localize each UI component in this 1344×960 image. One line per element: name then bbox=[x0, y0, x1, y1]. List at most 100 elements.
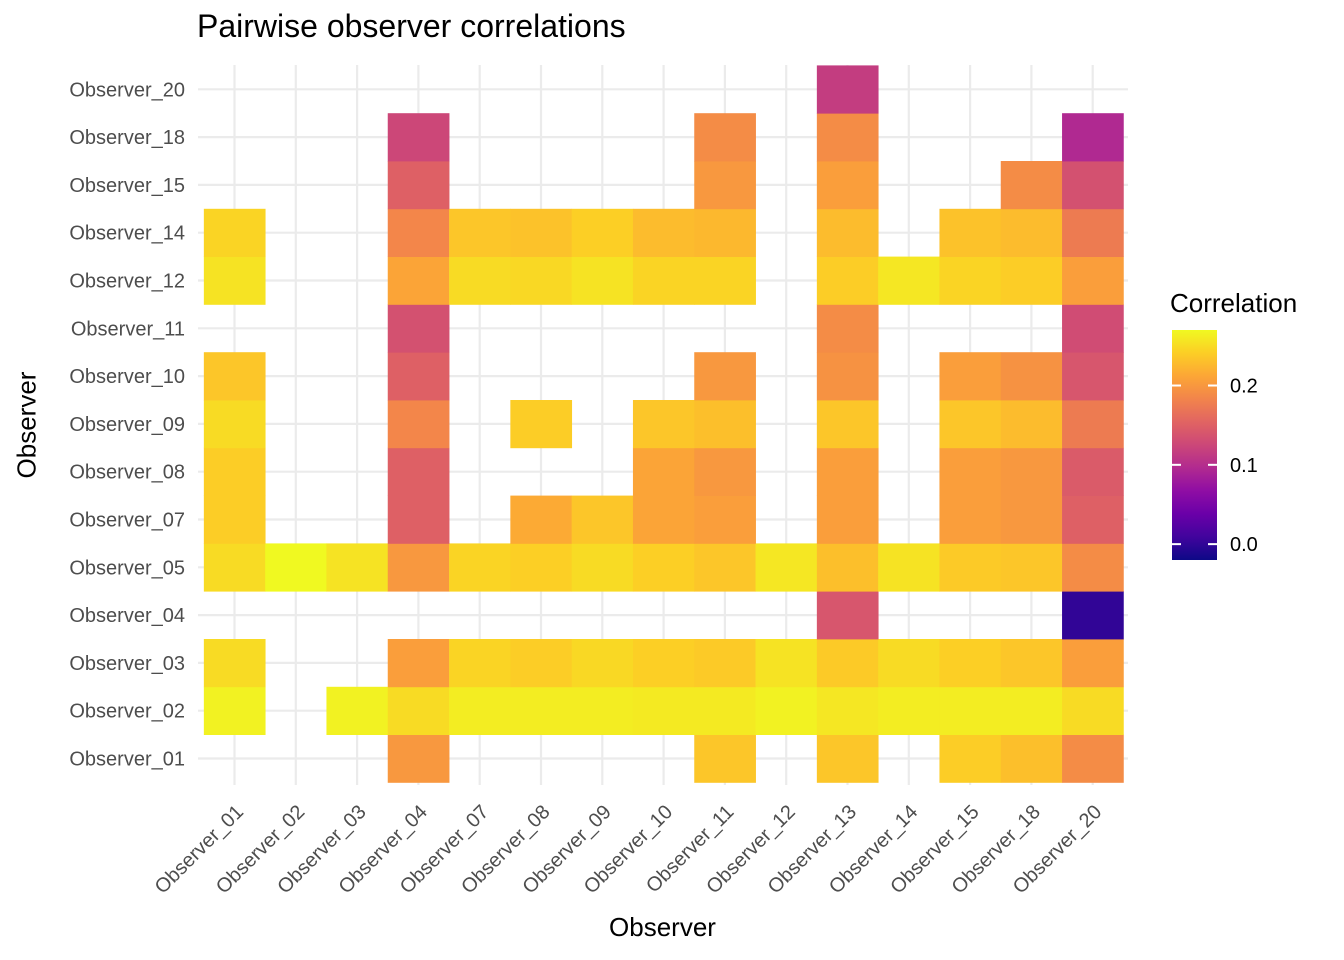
heatmap-cell bbox=[939, 400, 1002, 449]
heatmap-cell bbox=[203, 639, 266, 688]
heatmap-cell bbox=[1000, 686, 1063, 735]
heatmap-cell bbox=[1062, 256, 1124, 305]
heatmap-cell bbox=[632, 400, 695, 449]
heatmap-cell bbox=[939, 208, 1002, 257]
heatmap-cell bbox=[1062, 495, 1124, 544]
heatmap-cell bbox=[816, 113, 879, 162]
heatmap-cell bbox=[203, 256, 266, 305]
x-axis-title: Observer bbox=[609, 912, 716, 942]
heatmap-cell bbox=[632, 639, 695, 688]
y-tick-label: Observer_14 bbox=[69, 223, 185, 245]
legend-tick-label: 0.1 bbox=[1230, 455, 1258, 477]
heatmap-cell bbox=[694, 734, 756, 783]
y-tick-label: Observer_08 bbox=[69, 462, 185, 484]
heatmap-cell bbox=[203, 400, 266, 449]
heatmap-cell bbox=[632, 495, 695, 544]
x-tick-labels: Observer_01Observer_02Observer_03Observe… bbox=[151, 801, 1107, 898]
heatmap-cell bbox=[939, 256, 1002, 305]
heatmap-cell bbox=[203, 495, 266, 544]
heatmap-cell bbox=[203, 352, 266, 401]
heatmap-cell bbox=[449, 543, 511, 592]
heatmap-cell bbox=[387, 686, 450, 735]
heatmap-cell bbox=[632, 256, 695, 305]
heatmap-cell bbox=[1062, 686, 1124, 735]
heatmap-cell bbox=[1000, 256, 1063, 305]
y-tick-label: Observer_11 bbox=[71, 318, 185, 340]
heatmap-cell bbox=[816, 256, 879, 305]
heatmap-cell bbox=[939, 447, 1002, 496]
heatmap-cell bbox=[387, 208, 450, 257]
heatmap-cell bbox=[694, 352, 756, 401]
heatmap-cell bbox=[571, 639, 634, 688]
heatmap-cell bbox=[203, 686, 266, 735]
heatmap-cell bbox=[694, 639, 756, 688]
y-tick-label: Observer_18 bbox=[69, 127, 185, 149]
legend-ticks: 0.0 0.1 0.2 bbox=[1172, 376, 1258, 556]
heatmap-cell bbox=[694, 686, 756, 735]
heatmap-cell bbox=[694, 208, 756, 257]
heatmap-cell bbox=[816, 591, 879, 640]
heatmap-cell bbox=[571, 543, 634, 592]
y-tick-label: Observer_03 bbox=[69, 653, 185, 675]
heatmap-cell bbox=[1000, 352, 1063, 401]
heatmap-cell bbox=[387, 543, 450, 592]
y-tick-label: Observer_20 bbox=[69, 79, 185, 101]
heatmap-cell bbox=[387, 734, 450, 783]
heatmap-cell bbox=[387, 304, 450, 353]
heatmap-cell bbox=[387, 495, 450, 544]
heatmap-cell bbox=[816, 208, 879, 257]
y-axis-title: Observer bbox=[11, 371, 42, 479]
heatmap-cell bbox=[1000, 734, 1063, 783]
heatmap-cell bbox=[694, 113, 756, 162]
heatmap-cell bbox=[816, 400, 879, 449]
heatmap-cell bbox=[387, 447, 450, 496]
heatmap-cell bbox=[939, 639, 1002, 688]
heatmap-cell bbox=[816, 495, 879, 544]
heatmap-cell bbox=[1062, 208, 1124, 257]
heatmap-cell bbox=[1062, 591, 1124, 640]
y-tick-label: Observer_15 bbox=[69, 175, 185, 197]
heatmap-cell bbox=[326, 543, 389, 592]
heatmap-cell bbox=[694, 256, 756, 305]
heatmap-cell bbox=[632, 447, 695, 496]
heatmap-cell bbox=[449, 256, 511, 305]
heatmap-cell bbox=[632, 208, 695, 257]
heatmap-cell bbox=[878, 686, 940, 735]
heatmap-cell bbox=[449, 639, 511, 688]
heatmap-cell bbox=[387, 113, 450, 162]
heatmap-cell bbox=[1062, 447, 1124, 496]
heatmap-cell bbox=[203, 543, 266, 592]
heatmap-cell bbox=[1000, 400, 1063, 449]
y-tick-label: Observer_12 bbox=[69, 271, 185, 293]
y-tick-label: Observer_02 bbox=[69, 701, 185, 723]
heatmap-cell bbox=[387, 161, 450, 210]
heatmap-cell bbox=[1062, 734, 1124, 783]
y-tick-label: Observer_09 bbox=[69, 414, 185, 436]
heatmap-cell bbox=[203, 208, 266, 257]
heatmap-cell bbox=[878, 639, 940, 688]
heatmap-cell bbox=[939, 543, 1002, 592]
heatmap-cell bbox=[510, 686, 573, 735]
heatmap-cell bbox=[755, 639, 818, 688]
heatmap-cell bbox=[449, 208, 511, 257]
y-tick-label: Observer_05 bbox=[69, 557, 185, 579]
y-tick-label: Observer_01 bbox=[69, 749, 185, 771]
heatmap-cell bbox=[939, 734, 1002, 783]
heatmap-cell bbox=[510, 256, 573, 305]
heatmap-cell bbox=[694, 495, 756, 544]
heatmap-cell bbox=[1062, 543, 1124, 592]
heatmap-cell bbox=[571, 256, 634, 305]
legend-title: Correlation bbox=[1170, 288, 1298, 318]
y-tick-labels: Observer_01 Observer_02 Observer_03 Observe… bbox=[69, 79, 185, 770]
legend-tick-label: 0.2 bbox=[1230, 376, 1258, 398]
heatmap-cell bbox=[694, 447, 756, 496]
heatmap-cell bbox=[939, 495, 1002, 544]
heatmap-cell bbox=[510, 495, 573, 544]
heatmap-cell bbox=[816, 734, 879, 783]
heatmap-cell bbox=[203, 447, 266, 496]
heatmap-cell bbox=[878, 543, 940, 592]
heatmap-cell bbox=[449, 686, 511, 735]
y-tick-label: Observer_04 bbox=[69, 605, 185, 627]
heatmap-cell bbox=[510, 400, 573, 449]
